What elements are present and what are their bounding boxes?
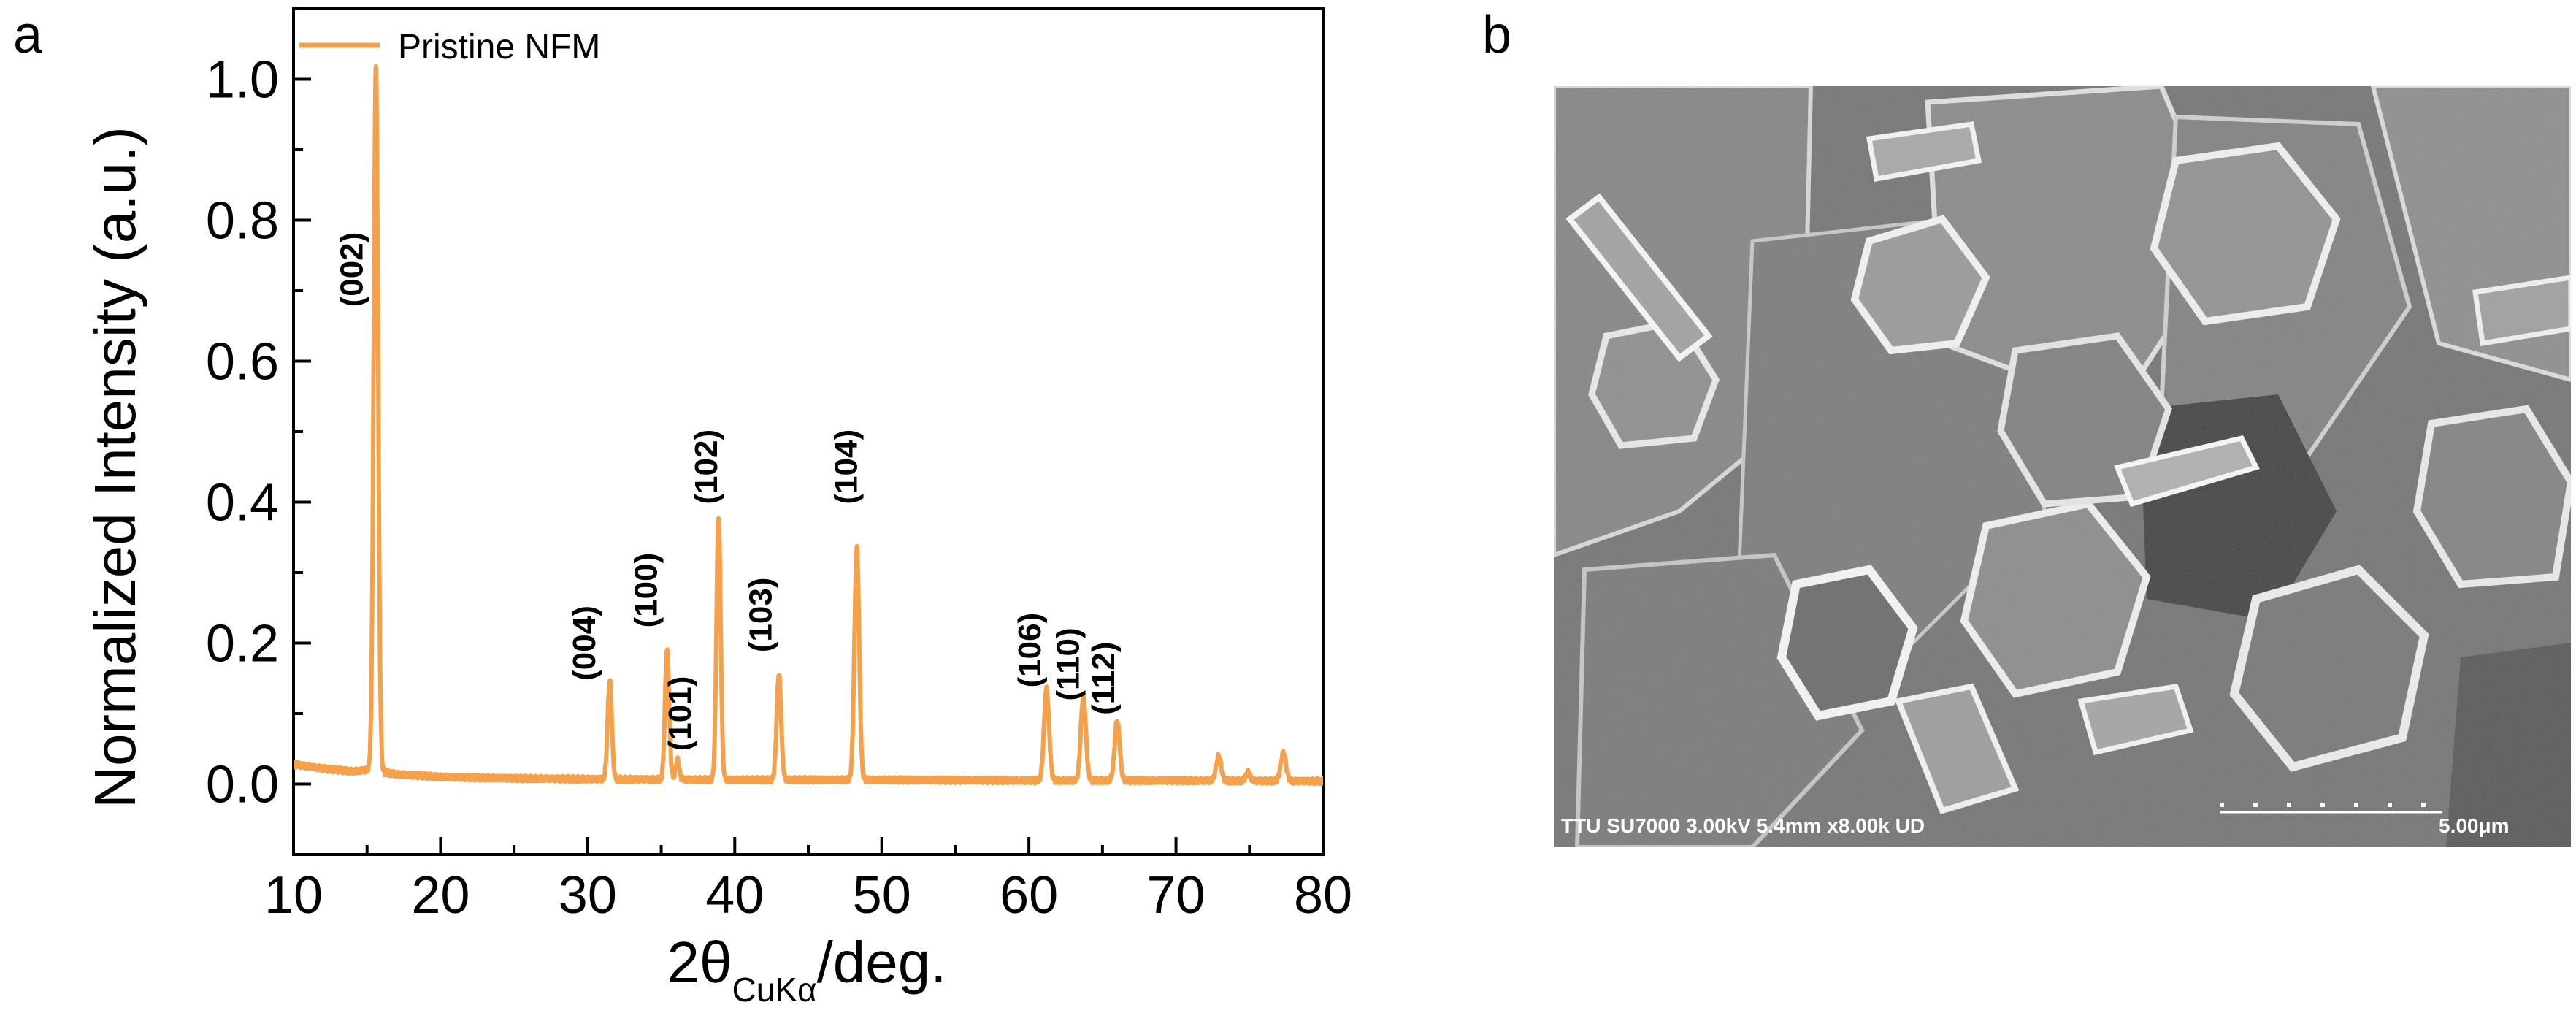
peak-label: (101) (662, 676, 698, 752)
y-tick-label: 0.0 (206, 756, 279, 814)
peak-label: (106) (1012, 613, 1048, 688)
y-tick-label: 0.8 (206, 192, 279, 251)
y-tick-label: 0.6 (206, 333, 279, 391)
peak-label: (002) (334, 232, 370, 307)
y-tick-label: 0.2 (206, 615, 279, 673)
xrd-chart: 10 20 30 40 50 60 70 80 0.0 0.2 0.4 0.6 0.8 1.0 (002… (83, 7, 1352, 1009)
x-axis-title: 2θCuKα/deg. (667, 930, 947, 1009)
legend: Pristine NFM (299, 28, 600, 66)
series-line-pristine-nfm (294, 64, 1323, 787)
x-tick-label: 60 (1000, 866, 1058, 925)
x-axis-title-sub: CuKα (732, 971, 816, 1009)
y-ticks: 0.0 0.2 0.4 0.6 0.8 1.0 (206, 51, 311, 814)
y-axis-title: Normalized Intensity (a.u.) (83, 126, 147, 809)
y-tick-label: 0.4 (206, 474, 279, 532)
panel-label-b: b (1482, 6, 1511, 64)
sem-info-text: TTU SU7000 3.00kV 5.4mm x8.00k UD (1561, 814, 1925, 837)
plot-frame (292, 7, 1325, 856)
panel-label-a: a (13, 6, 43, 64)
peak-label: (004) (567, 605, 602, 681)
x-tick-label: 20 (411, 866, 469, 925)
peak-label: (104) (828, 429, 864, 505)
peak-label: (110) (1051, 627, 1086, 700)
scale-bar (2220, 803, 2442, 814)
y-tick-label: 1.0 (206, 51, 279, 110)
sem-micrograph: TTU SU7000 3.00kV 5.4mm x8.00k UD 5.00μm (1554, 86, 2571, 847)
x-axis-title-suffix: /deg. (817, 930, 947, 995)
legend-label-pristine-nfm: Pristine NFM (398, 28, 600, 66)
x-tick-label: 70 (1147, 866, 1205, 925)
scale-bar-label: 5.00μm (2439, 814, 2510, 837)
x-tick-label: 50 (853, 866, 911, 925)
x-tick-label: 10 (264, 866, 323, 925)
peak-label: (103) (743, 578, 779, 653)
x-tick-label: 30 (559, 866, 617, 925)
x-tick-label: 80 (1294, 866, 1352, 925)
x-ticks: 10 20 30 40 50 60 70 80 (264, 837, 1352, 925)
peak-label: (102) (689, 429, 724, 505)
x-axis-title-main: 2θ (667, 930, 732, 995)
x-tick-label: 40 (705, 866, 764, 925)
peak-label: (100) (629, 553, 664, 628)
peak-label: (112) (1086, 642, 1122, 715)
peak-annotations: (002) (004) (100) (101) (102) (103) (104) (106)… (334, 232, 1122, 752)
series-group (294, 64, 1323, 787)
